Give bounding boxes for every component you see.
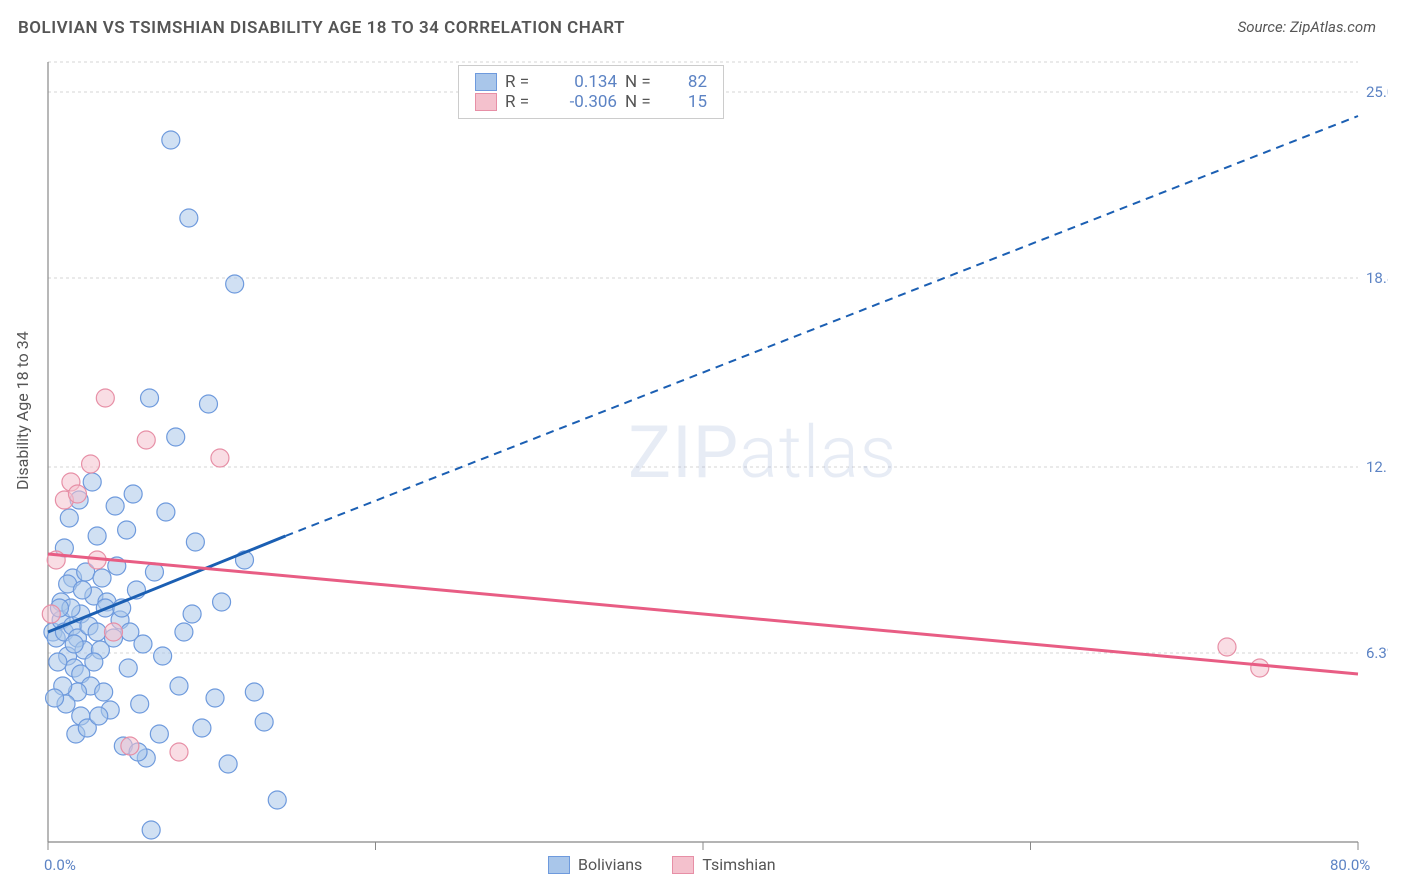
swatch-pink [672, 856, 694, 874]
svg-text:80.0%: 80.0% [1330, 856, 1370, 874]
y-axis-label: Disability Age 18 to 34 [13, 331, 32, 490]
svg-text:25.0%: 25.0% [1366, 83, 1388, 101]
legend-item-pink: Tsimshian [672, 855, 775, 874]
stats-legend: R =0.134 N =82 R =-0.306 N =15 [458, 65, 724, 119]
source-label: Source: ZipAtlas.com [1238, 18, 1376, 38]
chart-title: BOLIVIAN VS TSIMSHIAN DISABILITY AGE 18 … [18, 18, 625, 38]
stats-row-blue: R =0.134 N =82 [475, 72, 707, 92]
legend-item-blue: Bolivians [548, 855, 642, 874]
swatch-pink [475, 93, 497, 111]
chart-svg: 6.3% 12.5% 18.8% 25.0% 0.0% 80.0% [18, 50, 1388, 890]
svg-text:18.8%: 18.8% [1366, 269, 1388, 287]
series-legend: Bolivians Tsimshian [548, 855, 776, 874]
swatch-blue [475, 73, 497, 91]
svg-text:0.0%: 0.0% [44, 856, 76, 874]
svg-text:12.5%: 12.5% [1366, 458, 1388, 476]
chart-area: Disability Age 18 to 34 ZIPatlas R =0.13… [18, 50, 1388, 870]
swatch-blue [548, 856, 570, 874]
svg-text:6.3%: 6.3% [1366, 644, 1388, 662]
stats-row-pink: R =-0.306 N =15 [475, 92, 707, 112]
